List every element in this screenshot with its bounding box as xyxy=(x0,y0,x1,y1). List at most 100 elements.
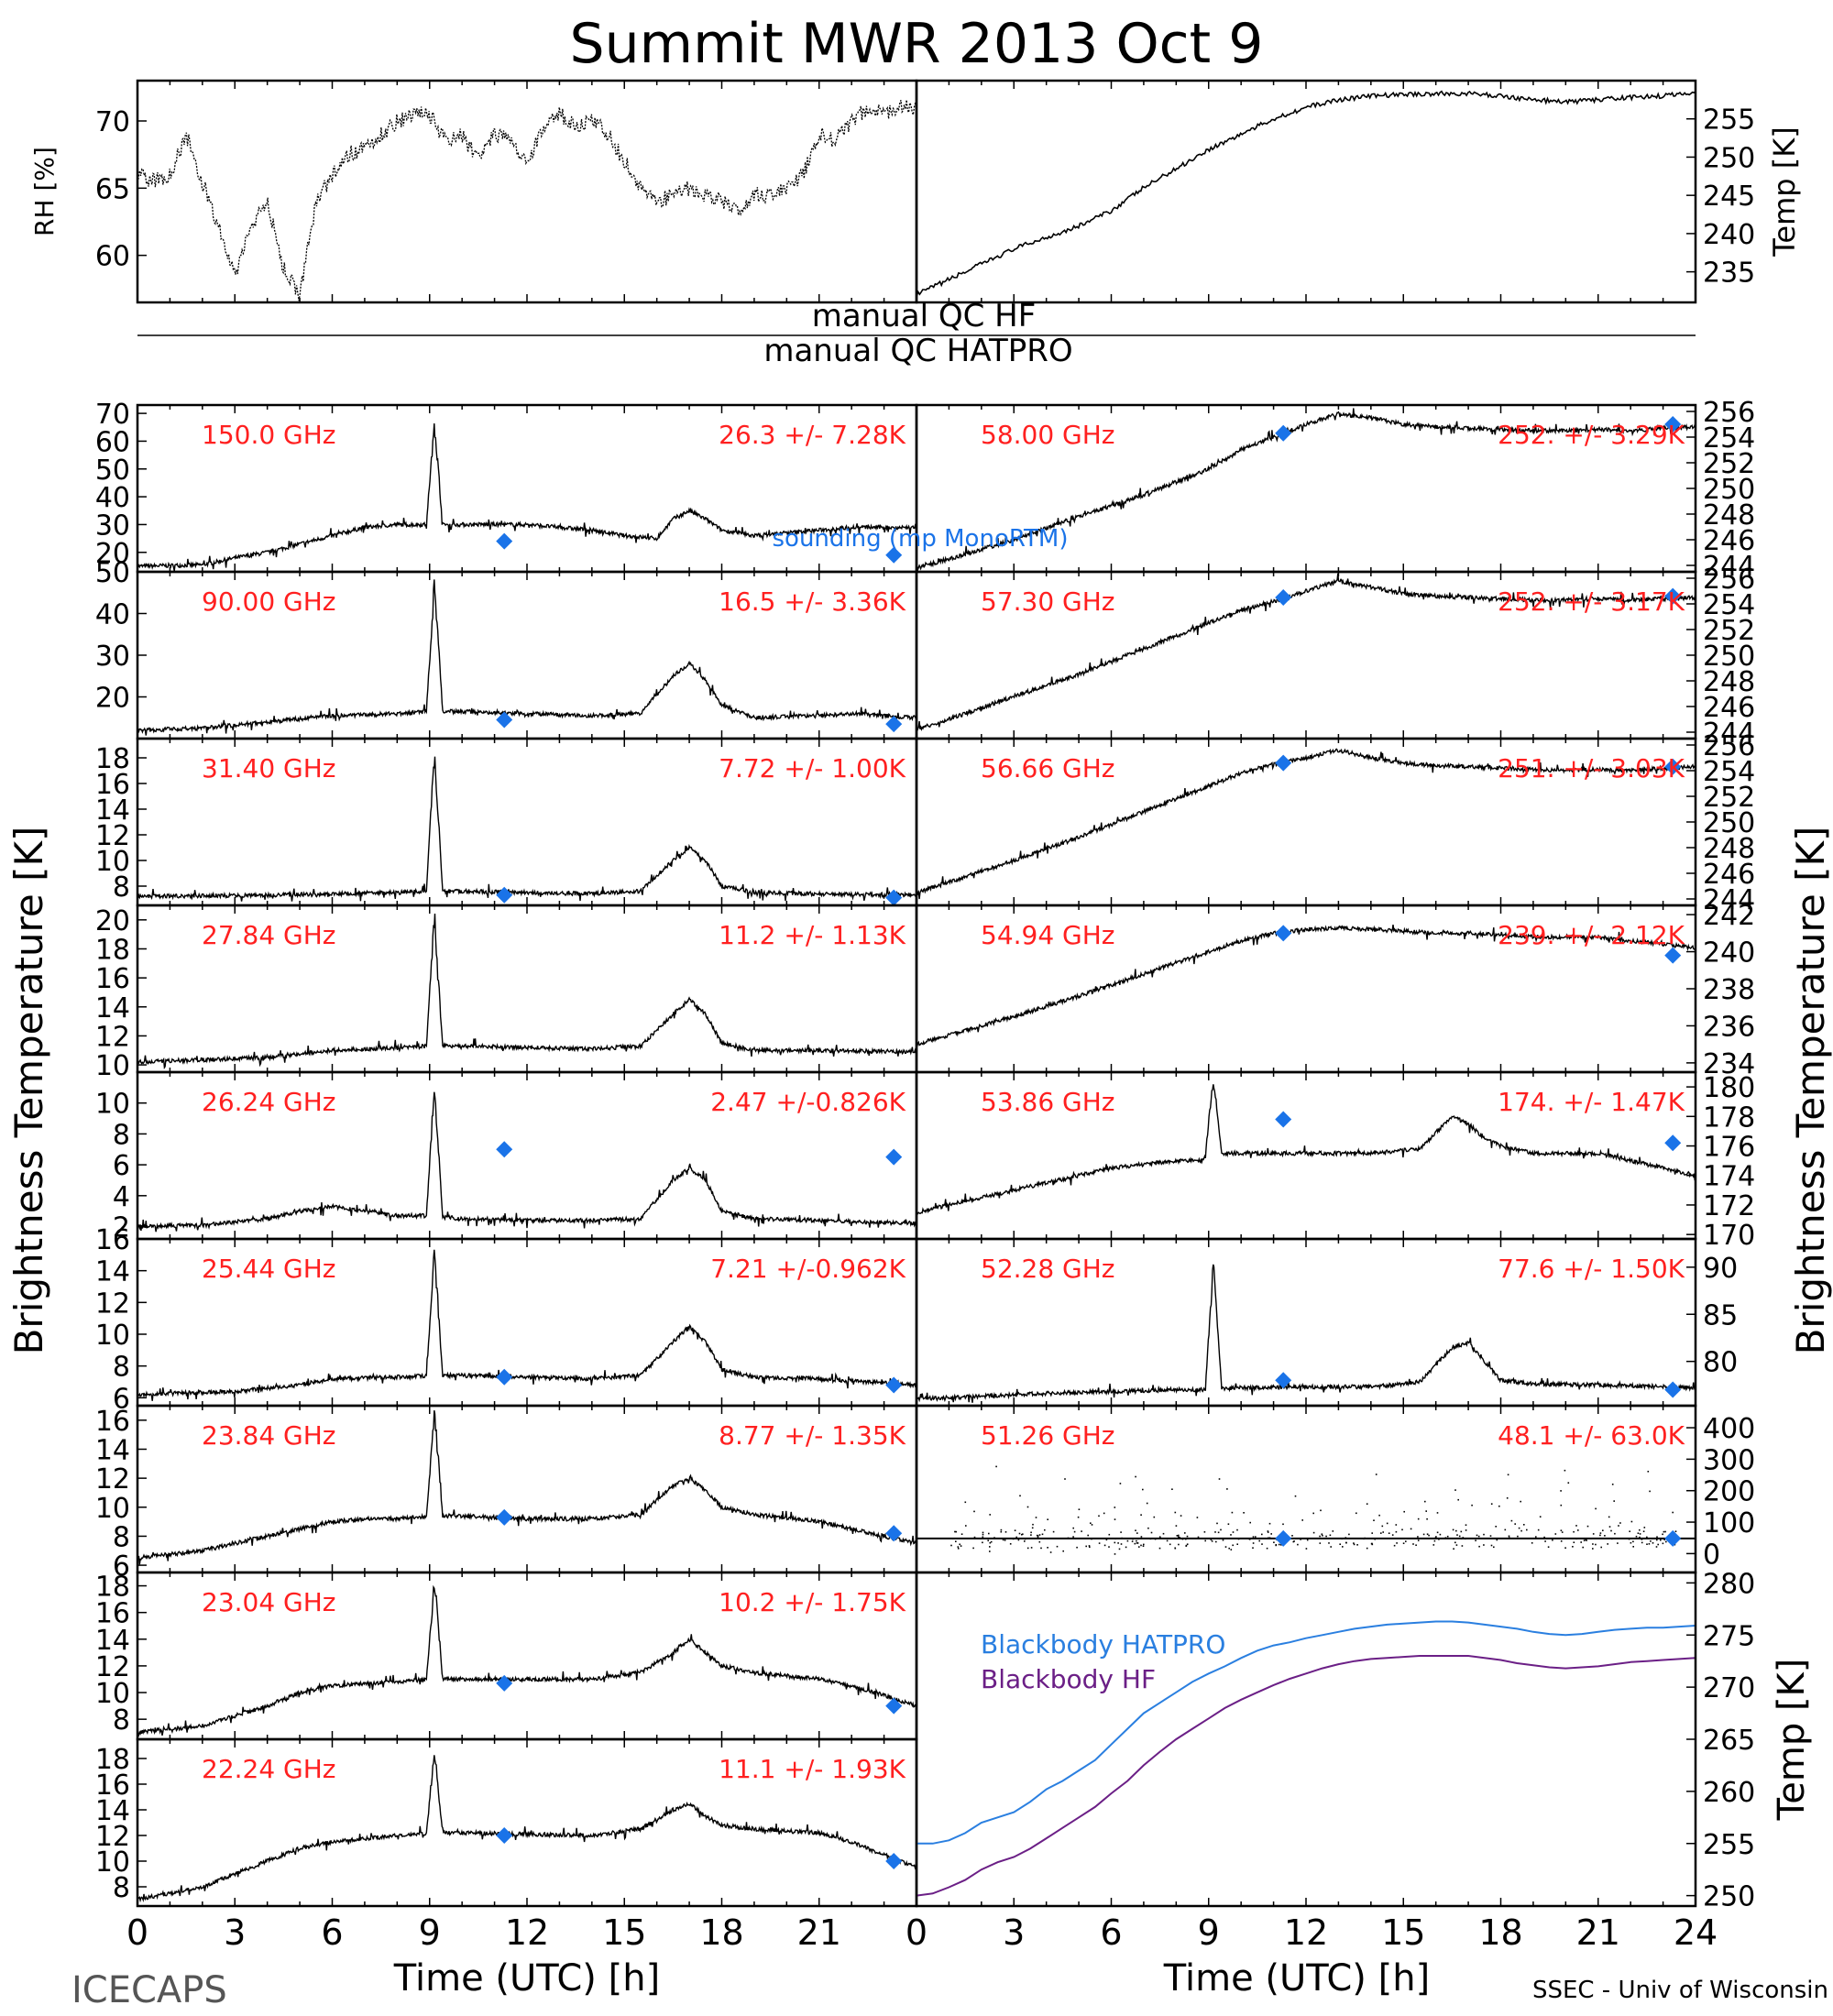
stat-label: 10.2 +/- 1.75K xyxy=(719,1587,906,1617)
tb-scatter-point xyxy=(1489,1535,1492,1537)
tb-series-line xyxy=(916,573,1696,732)
tb-scatter-point xyxy=(1179,1537,1180,1539)
tb-scatter-point xyxy=(1329,1534,1332,1537)
tb-scatter-point xyxy=(1332,1530,1334,1532)
tb-scatter-point xyxy=(1056,1545,1059,1548)
tb-scatter-point xyxy=(1064,1478,1066,1480)
tb-scatter-point xyxy=(1000,1530,1003,1533)
sounding-marker xyxy=(885,1697,903,1715)
tb-scatter-point xyxy=(1041,1533,1044,1536)
tb-scatter-point xyxy=(1030,1534,1032,1536)
y-tick-label: 244 xyxy=(1703,551,1755,583)
tb-scatter-point xyxy=(1573,1530,1575,1533)
tb-scatter-point xyxy=(1181,1538,1184,1540)
y-tick-label: 20 xyxy=(95,905,130,937)
y-tick-label: 60 xyxy=(95,241,130,273)
tb-scatter-point xyxy=(1424,1500,1426,1503)
tb-scatter-point xyxy=(1425,1510,1427,1512)
tb-scatter-point xyxy=(1648,1543,1651,1545)
y-tick-label: 12 xyxy=(95,1651,130,1683)
tb-scatter-point xyxy=(1454,1541,1456,1544)
frequency-label: 23.04 GHz xyxy=(202,1587,336,1617)
tb-series-line xyxy=(137,1249,917,1401)
tb-scatter-point xyxy=(973,1536,976,1539)
tb-scatter-point xyxy=(1135,1475,1136,1478)
tb-scatter-point xyxy=(1452,1528,1454,1531)
tb-scatter-point xyxy=(1135,1529,1136,1531)
tb-scatter-point xyxy=(1604,1535,1606,1537)
y-tick-label: 100 xyxy=(1703,1507,1755,1539)
tb-scatter-point xyxy=(1378,1514,1380,1517)
sounding-marker xyxy=(1664,416,1682,433)
qc-label-hf: manual QC HF xyxy=(812,298,1037,334)
tb-scatter-point xyxy=(1364,1537,1366,1539)
sounding-marker xyxy=(1275,1111,1292,1128)
stat-label: 16.5 +/- 3.36K xyxy=(719,586,906,617)
tb-scatter-point xyxy=(1523,1524,1525,1526)
tb-scatter-point xyxy=(1121,1537,1123,1539)
tb-scatter-point xyxy=(1433,1539,1436,1542)
y-tick-label: 2 xyxy=(113,1212,130,1244)
y-tick-label: 250 xyxy=(1703,142,1755,174)
tb-scatter-point xyxy=(1142,1545,1145,1547)
stat-label: 252. +/- 3.17K xyxy=(1498,586,1685,617)
tb-scatter-point xyxy=(1507,1474,1509,1476)
tb-scatter-point xyxy=(1273,1541,1275,1543)
tb-scatter-point xyxy=(1117,1542,1119,1544)
tb-scatter-point xyxy=(1180,1515,1182,1517)
figure-title: Summit MWR 2013 Oct 9 xyxy=(570,12,1264,76)
tb-scatter-point xyxy=(1426,1517,1428,1520)
tb-scatter-point xyxy=(1575,1525,1577,1527)
tb-scatter-point xyxy=(960,1533,963,1535)
y-tick-label: 20 xyxy=(95,538,130,570)
y-tick-label: 255 xyxy=(1703,104,1755,137)
tb-scatter-point xyxy=(1078,1508,1081,1510)
tb-scatter-point xyxy=(1608,1516,1610,1518)
y-tick-label: 18 xyxy=(95,1572,130,1604)
tb-scatter-point xyxy=(1454,1489,1456,1491)
tb-scatter-point xyxy=(995,1465,997,1468)
tb-scatter-point xyxy=(957,1548,960,1550)
tb-scatter-point xyxy=(1150,1531,1153,1534)
tb-scatter-point xyxy=(1585,1539,1587,1541)
tb-scatter-point xyxy=(1403,1510,1405,1513)
tb-scatter-point xyxy=(964,1501,967,1504)
tb-scatter-point xyxy=(1070,1538,1072,1539)
tb-series-line xyxy=(137,756,917,902)
tb-scatter-point xyxy=(1457,1498,1459,1501)
tb-scatter-point xyxy=(1185,1538,1187,1540)
tb-scatter-point xyxy=(1072,1536,1074,1538)
tb-scatter-point xyxy=(1345,1541,1347,1544)
y-tick-label: 250 xyxy=(1703,641,1755,673)
sounding-marker xyxy=(885,716,903,733)
tb-scatter-point xyxy=(1140,1536,1143,1538)
tb-scatter-point xyxy=(1300,1539,1301,1540)
tb-scatter-point xyxy=(1021,1533,1023,1536)
y-tick-label: 10 xyxy=(95,846,130,878)
tb-scatter-point xyxy=(1552,1539,1553,1541)
tb-scatter-point xyxy=(1646,1536,1648,1539)
tb-scatter-point xyxy=(1580,1541,1582,1543)
tb-scatter-point xyxy=(1120,1531,1122,1533)
tb-scatter-point xyxy=(1560,1490,1562,1492)
sounding-marker xyxy=(496,1508,513,1526)
tb-scatter-point xyxy=(1153,1516,1156,1518)
tb-scatter-point xyxy=(1171,1488,1173,1490)
tb-scatter-point xyxy=(1560,1504,1563,1507)
tb-scatter-point xyxy=(1231,1511,1234,1514)
y-tick-label: 20 xyxy=(95,683,130,715)
panel-temp: 235 240 245 250 255 Temp [K] xyxy=(915,79,1802,304)
tb-scatter-point xyxy=(1002,1539,1004,1541)
tb-series-line xyxy=(916,408,1696,572)
tb-scatter-point xyxy=(1175,1525,1178,1527)
tb-scatter-point xyxy=(1446,1535,1449,1538)
tb-scatter-point xyxy=(1294,1495,1297,1497)
y-tick-label: 8 xyxy=(113,1704,130,1737)
tb-scatter-point xyxy=(1401,1528,1403,1531)
tb-scatter-point xyxy=(1017,1539,1020,1541)
tb-scatter-point xyxy=(1202,1538,1205,1539)
y-tick-label: 60 xyxy=(95,426,130,458)
tb-scatter-point xyxy=(1237,1538,1240,1540)
